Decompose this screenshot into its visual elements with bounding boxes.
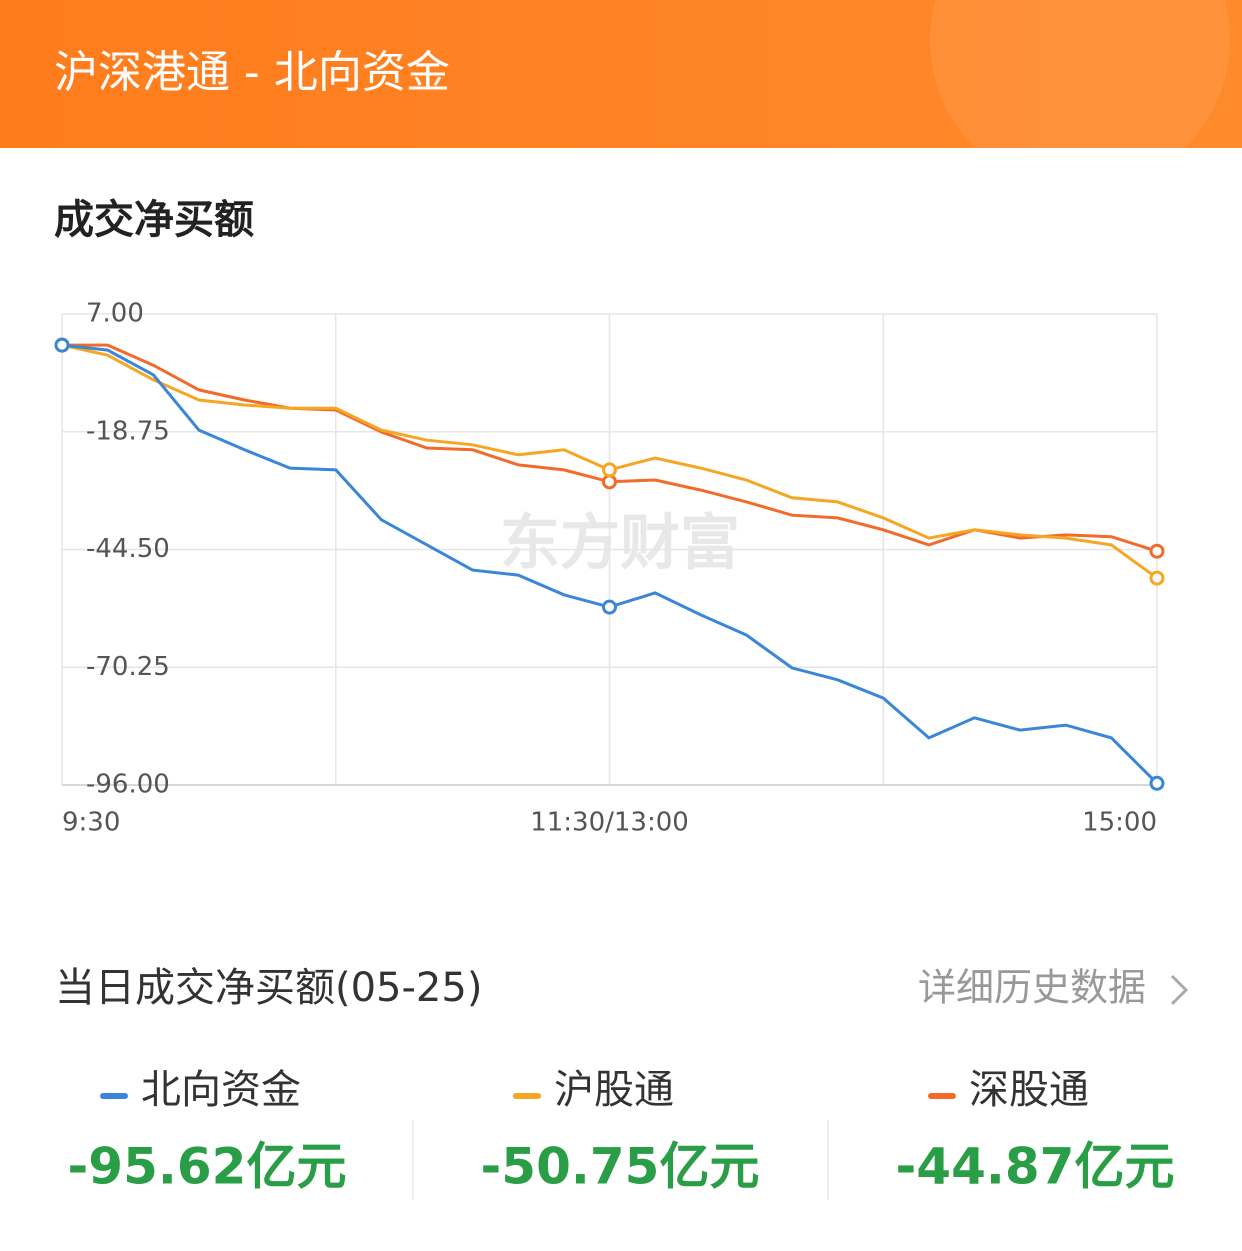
x-tick-label: 9:30 <box>62 808 120 838</box>
point-marker <box>602 462 617 478</box>
summary-value: -50.75亿元 <box>481 1138 760 1196</box>
y-tick-label: -44.50 <box>86 534 170 564</box>
y-tick-label: -70.25 <box>86 652 170 682</box>
x-tick-label: 15:00 <box>1082 808 1157 838</box>
summary-title: 当日成交净买额(05-25) <box>55 965 482 1011</box>
point-marker <box>54 337 70 353</box>
point-marker <box>1149 570 1165 586</box>
point-marker <box>1149 543 1165 559</box>
y-tick-label: -96.00 <box>86 770 170 800</box>
y-tick-label: -18.75 <box>86 416 170 446</box>
point-marker <box>602 599 617 615</box>
section-title: 成交净买额 <box>54 197 254 243</box>
header-decor <box>930 0 1230 190</box>
summary-value: -44.87亿元 <box>896 1138 1175 1196</box>
chevron[interactable] <box>1170 974 1189 1006</box>
watermark: 东方财富 <box>500 509 740 579</box>
legend-label: 北向资金 <box>141 1067 301 1113</box>
legend-label: 深股通 <box>969 1067 1089 1113</box>
point-marker <box>602 474 617 490</box>
legend-label: 沪股通 <box>554 1067 674 1113</box>
header-title: 沪深港通 - 北向资金 <box>54 47 450 98</box>
history-link[interactable]: 详细历史数据 <box>918 966 1146 1010</box>
header-bar <box>0 0 1242 148</box>
plot: 7.00 -18.75 -44.50 -70.25 -96.00 9:30 11:30/13… <box>54 299 1165 838</box>
x-tick-label: 11:30/13:00 <box>530 808 689 838</box>
point-marker <box>1149 775 1165 791</box>
y-tick-label: 7.00 <box>86 299 144 329</box>
summary-value: -95.62亿元 <box>68 1138 347 1196</box>
